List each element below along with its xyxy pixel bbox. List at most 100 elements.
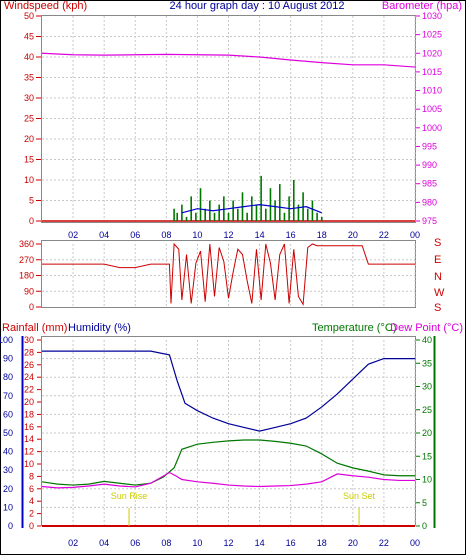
rain-tick-label: 40: [3, 447, 13, 457]
temperature-tick-label: 5: [422, 498, 427, 508]
rain-tick-label: 10: [3, 502, 13, 512]
series-lines: [41, 52, 416, 527]
rain-tick-label: 20: [3, 484, 13, 494]
windspeed-tick-label: 15: [24, 155, 34, 165]
humidity-scale-tick-label: 8: [29, 471, 34, 481]
x-tick-label-top: 00: [410, 230, 420, 240]
direction-tick-label: 90: [24, 286, 34, 296]
x-tick-label-bottom: 00: [410, 538, 420, 548]
temperature-axis-title: Temperature (°C): [312, 322, 396, 334]
barometer-tick-label: 1000: [422, 123, 442, 133]
x-tick-label-top: 04: [99, 230, 109, 240]
windspeed-tick-label: 25: [24, 114, 34, 124]
barometer-line: [41, 52, 416, 68]
barometer-tick-label: 980: [422, 197, 437, 207]
humidity-axis-title: Humidity (%): [68, 322, 131, 334]
wind-direction-line: [42, 242, 415, 306]
rain-tick-label: 80: [3, 372, 13, 382]
rain-tick-label: 90: [3, 354, 13, 364]
x-tick-label-bottom: 20: [348, 538, 358, 548]
windspeed-avg-line: [181, 203, 322, 214]
tick-labels: 0202040406060808101012121414161618182020…: [0, 11, 445, 548]
temperature-tick-label: 10: [422, 475, 432, 485]
compass-label: S: [434, 237, 441, 249]
humidity-scale-tick-label: 26: [24, 360, 34, 370]
humidity-scale-tick-label: 24: [24, 372, 34, 382]
x-tick-label-top: 16: [286, 230, 296, 240]
x-tick-label-bottom: 10: [192, 538, 202, 548]
x-tick-label-bottom: 12: [223, 538, 233, 548]
dewpoint-axis-title: Dew Point (°C): [390, 322, 463, 334]
rainfall-axis-title: Rainfall (mm): [2, 322, 67, 334]
direction-tick-label: 180: [19, 271, 34, 281]
x-tick-label-top: 10: [192, 230, 202, 240]
temperature-tick-label: 30: [422, 382, 432, 392]
humidity-scale-tick-label: 2: [29, 509, 34, 519]
humidity-scale-tick-label: 18: [24, 409, 34, 419]
windspeed-axis-title: Windspeed (kph): [4, 0, 87, 12]
windspeed-tick-label: 35: [24, 73, 34, 83]
barometer-tick-label: 975: [422, 216, 437, 226]
x-tick-label-bottom: 04: [99, 538, 109, 548]
barometer-tick-label: 1030: [422, 11, 442, 21]
temperature-tick-label: 0: [422, 521, 427, 531]
temperature-tick-label: 40: [422, 335, 432, 345]
humidity-scale-tick-label: 30: [24, 335, 34, 345]
humidity-scale-tick-label: 20: [24, 397, 34, 407]
direction-tick-label: 270: [19, 255, 34, 265]
temperature-line: [41, 439, 415, 486]
x-tick-label-top: 18: [317, 230, 327, 240]
panel1-frame: [41, 15, 416, 223]
x-tick-label-bottom: 18: [317, 538, 327, 548]
humidity-scale-tick-label: 16: [24, 422, 34, 432]
barometer-tick-label: 990: [422, 160, 437, 170]
humidity-scale-tick-label: 14: [24, 434, 34, 444]
windspeed-tick-label: 45: [24, 32, 34, 42]
rain-tick-label: 70: [3, 391, 13, 401]
compass-label: E: [434, 254, 441, 266]
x-tick-label-top: 22: [379, 230, 389, 240]
compass-label: N: [434, 271, 442, 283]
direction-tick-label: 0: [29, 302, 34, 312]
windspeed-tick-label: 10: [24, 175, 34, 185]
barometer-tick-label: 995: [422, 141, 437, 151]
x-tick-label-top: 06: [130, 230, 140, 240]
windspeed-tick-label: 0: [29, 216, 34, 226]
temperature-tick-label: 20: [422, 428, 432, 438]
dewpoint-line: [41, 471, 415, 489]
compass-label: S: [434, 302, 441, 314]
rain-tick-label: 0: [8, 521, 13, 531]
barometer-tick-label: 1010: [422, 86, 442, 96]
rain-tick-label: 100: [0, 335, 13, 345]
x-tick-label-top: 02: [68, 230, 78, 240]
rain-tick-label: 50: [3, 428, 13, 438]
barometer-tick-label: 1015: [422, 67, 442, 77]
humidity-scale-tick-label: 0: [29, 521, 34, 531]
gridlines: [42, 16, 416, 526]
humidity-scale-tick-label: 4: [29, 496, 34, 506]
humidity-scale-tick-label: 12: [24, 447, 34, 457]
x-tick-label-top: 12: [223, 230, 233, 240]
windspeed-tick-label: 50: [24, 11, 34, 21]
windspeed-tick-label: 5: [29, 196, 34, 206]
direction-tick-label: 360: [19, 239, 34, 249]
humidity-line: [42, 350, 415, 432]
humidity-scale-tick-label: 28: [24, 347, 34, 357]
barometer-tick-label: 1025: [422, 30, 442, 40]
chart-title: 24 hour graph day : 10 August 2012: [170, 0, 345, 12]
barometer-tick-label: 1020: [422, 48, 442, 58]
sun-annotation-label: Sun Rise: [111, 491, 148, 501]
barometer-tick-label: 1005: [422, 104, 442, 114]
x-tick-label-bottom: 22: [379, 538, 389, 548]
compass-label: W: [434, 287, 445, 299]
x-tick-label-top: 14: [255, 230, 265, 240]
x-tick-label-bottom: 14: [255, 538, 265, 548]
rain-tick-label: 60: [3, 409, 13, 419]
temperature-tick-label: 15: [422, 451, 432, 461]
humidity-scale-tick-label: 10: [24, 459, 34, 469]
x-tick-label-bottom: 16: [286, 538, 296, 548]
barometer-axis-title: Barometer (hpa): [382, 0, 462, 12]
barometer-tick-label: 985: [422, 179, 437, 189]
sun-annotation-label: Sun Set: [343, 491, 376, 501]
